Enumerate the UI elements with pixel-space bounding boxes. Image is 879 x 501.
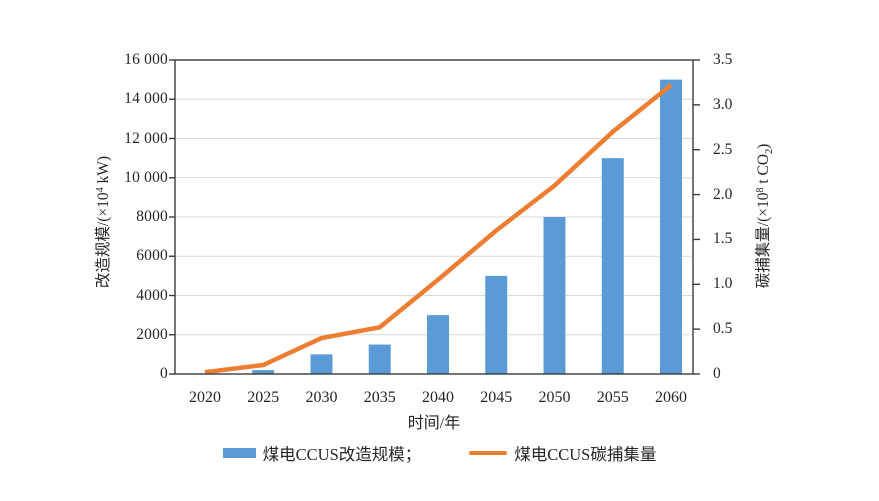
right-tick-label: 3.0 — [713, 95, 733, 113]
bar-2050 — [543, 217, 566, 374]
right-tick-label: 3.5 — [713, 51, 733, 68]
right-tick-label: 0.5 — [713, 320, 733, 338]
sup-text: 4 — [95, 187, 106, 193]
right-tick-label: 1.0 — [713, 275, 733, 293]
line-series — [204, 83, 673, 375]
legend-bar-label: 煤电CCUS改造规模； — [262, 445, 422, 464]
x-tick-label: 2025 — [247, 389, 280, 406]
x-tick-label: 2055 — [596, 389, 629, 406]
left-tick-label: 2000 — [136, 325, 168, 343]
x-tick-label: 2060 — [655, 389, 687, 406]
left-axis-tick-labels: 0 2000 4000 6000 8000 10 000 12 000 14 000 16 00… — [0, 0, 168, 501]
x-tick-label: 2050 — [538, 389, 571, 406]
x-tick-label: 2045 — [480, 389, 513, 406]
left-tick-label: 4000 — [136, 286, 168, 304]
left-tick-label: 8000 — [136, 208, 168, 225]
right-tick-label: 1.5 — [713, 230, 733, 248]
left-tick-label: 6000 — [136, 247, 168, 265]
axis-title-text: kW) — [95, 155, 112, 188]
axis-title-text: ) — [755, 143, 772, 149]
left-tick-label: 16 000 — [124, 51, 168, 68]
axis-title-text: 改造规模/(×10 — [95, 192, 112, 289]
axis-title-text: 碳捕集量/(×10 — [755, 192, 772, 289]
bar-2030 — [310, 354, 333, 374]
legend-item-line-series: 煤电CCUS碳捕集量 — [469, 441, 656, 465]
x-tick-label: 2040 — [422, 389, 454, 406]
right-tick-label: 0 — [713, 365, 721, 382]
sup-text: 8 — [755, 187, 766, 193]
x-tick-label: 2035 — [363, 389, 396, 406]
axis-title-text: t CO — [755, 153, 772, 188]
legend-line-swatch-icon — [469, 450, 508, 456]
bar-2025 — [252, 370, 275, 374]
legend-bar-swatch-icon — [222, 448, 256, 458]
right-tick-label: 2.0 — [713, 185, 733, 203]
x-tick-label: 2020 — [189, 389, 221, 406]
bar-2055 — [601, 158, 624, 374]
bar-2060 — [660, 79, 682, 374]
legend: 煤电CCUS改造规模； 煤电CCUS碳捕集量 — [0, 441, 879, 465]
x-axis-title: 时间/年 — [407, 415, 461, 432]
right-tick-label: 2.5 — [713, 140, 733, 158]
x-tick-label: 2030 — [305, 389, 338, 406]
legend-line-label: 煤电CCUS碳捕集量 — [514, 445, 657, 464]
bar-2040 — [427, 315, 449, 374]
left-tick-label: 14 000 — [124, 90, 168, 108]
left-tick-label: 12 000 — [124, 129, 168, 147]
left-tick-label: 0 — [160, 365, 168, 382]
bar-2045 — [485, 275, 508, 374]
right-axis-title: 碳捕集量/(×108 t CO2) — [751, 143, 775, 289]
left-tick-label: 10 000 — [124, 168, 168, 186]
sub-text: 2 — [764, 148, 775, 154]
left-axis-title: 改造规模/(×104 kW) — [91, 156, 113, 288]
bar-2035 — [368, 344, 391, 374]
legend-item-bar-series: 煤电CCUS改造规模； — [222, 441, 422, 465]
